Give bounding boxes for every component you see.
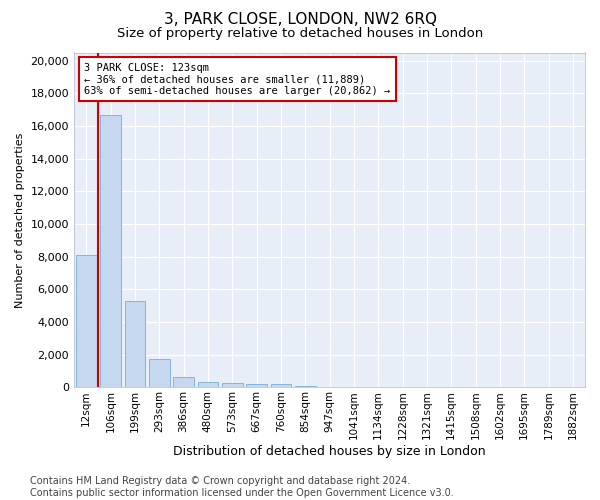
Text: 3 PARK CLOSE: 123sqm
← 36% of detached houses are smaller (11,889)
63% of semi-d: 3 PARK CLOSE: 123sqm ← 36% of detached h… [84,62,391,96]
Bar [271,384,291,388]
Y-axis label: Number of detached properties: Number of detached properties [15,132,25,308]
Bar [76,255,97,388]
Bar [100,114,121,388]
Bar [295,386,316,388]
Text: Size of property relative to detached houses in London: Size of property relative to detached ho… [117,28,483,40]
Bar [149,359,170,388]
Text: Contains HM Land Registry data © Crown copyright and database right 2024.
Contai: Contains HM Land Registry data © Crown c… [30,476,454,498]
Bar [246,384,267,388]
Bar [319,386,340,388]
Bar [222,383,242,388]
Bar [197,382,218,388]
Bar [125,301,145,388]
Bar [173,377,194,388]
X-axis label: Distribution of detached houses by size in London: Distribution of detached houses by size … [173,444,486,458]
Text: 3, PARK CLOSE, LONDON, NW2 6RQ: 3, PARK CLOSE, LONDON, NW2 6RQ [163,12,437,28]
